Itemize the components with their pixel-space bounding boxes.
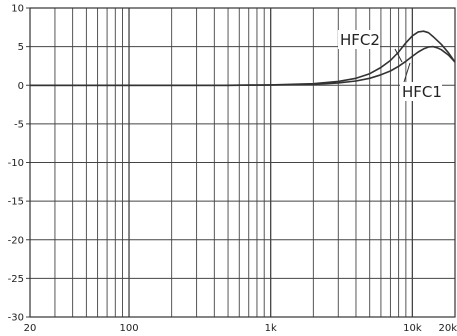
series-line-hfc1 [30,45,456,87]
y-tick-labels: 10 5 0 -5 -10 -15 -20 -25 -30 [8,4,24,324]
series-label-background [400,82,442,101]
plot-frame [29,7,456,318]
y-tick-label: -25 [8,274,24,285]
series-label-leader [394,48,403,63]
x-tick-label: 20 [24,323,37,334]
x-tick-label: 20k [438,323,457,334]
x-tick-labels: 20 100 1k 10k 20k [24,323,457,334]
y-tick-label: 10 [11,4,24,15]
series-label-hfc1: HFC1 [402,83,442,101]
series-label-background [338,30,380,49]
y-tick-label: -30 [8,313,24,324]
series-line-hfc2 [30,30,456,87]
y-tick-label: -20 [8,235,24,246]
series-label-hfc2: HFC2 [340,31,380,49]
x-tick-label: 100 [119,323,138,334]
y-tick-label: -15 [8,197,24,208]
y-tick-label: -5 [14,119,24,130]
x-tick-label: 1k [265,323,277,334]
x-tick-label: 10k [403,323,422,334]
y-tick-label: -10 [8,158,24,169]
y-tick-label: 5 [18,42,24,53]
series-labels: HFC2 HFC1 [338,30,442,101]
series-lines [30,30,456,87]
grid [26,7,456,318]
y-tick-label: 0 [18,81,24,92]
series-label-leader [403,62,411,83]
